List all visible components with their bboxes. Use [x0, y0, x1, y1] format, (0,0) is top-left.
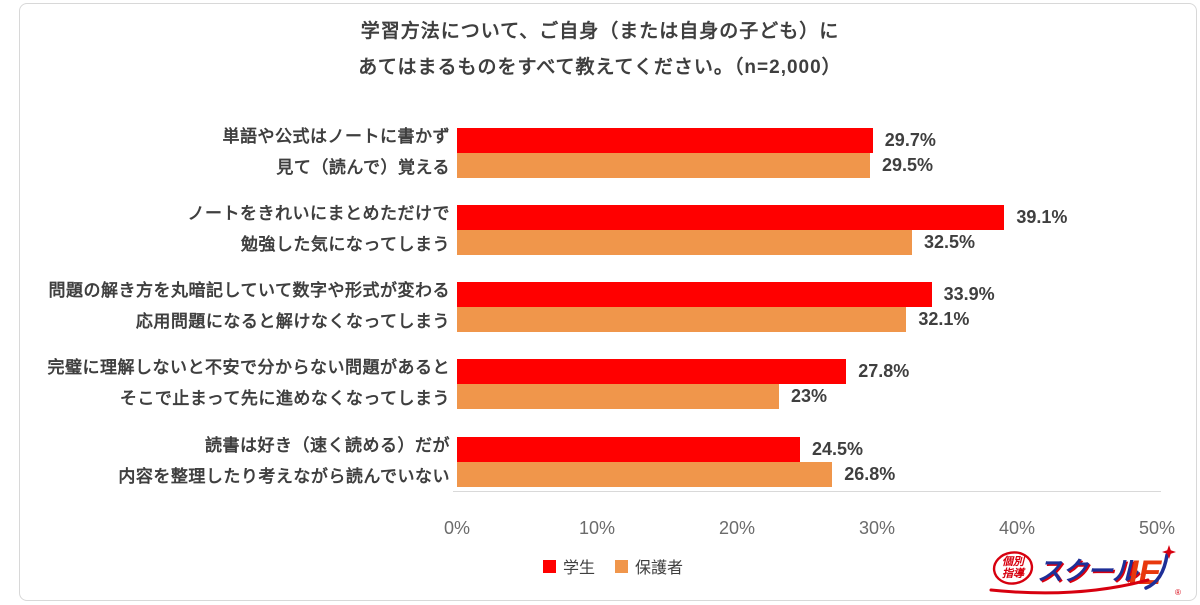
- category-label-line1: 読書は好き（速く読める）だが: [205, 436, 450, 455]
- bar-student: [457, 359, 847, 384]
- bar-value-student: 33.9%: [943, 284, 995, 304]
- category-label: 完璧に理解しないと不安で分からない問題があると そこで止まって先に進めなくなって…: [48, 352, 451, 414]
- legend-swatch-parent: [615, 559, 628, 573]
- bar-pair: 33.9% 32.1%: [457, 282, 995, 332]
- x-axis-line: [453, 491, 1161, 492]
- logo-swoosh: [989, 578, 1150, 595]
- bar-value-parent: 32.1%: [918, 309, 970, 329]
- bar-value-student: 24.5%: [812, 439, 864, 459]
- x-axis-tick: 0%: [443, 518, 470, 538]
- chart-row: 読書は好き（速く読める）だが 内容を整理したり考えながら読んでいない 24.5%…: [0, 436, 1200, 487]
- category-label-line2: 見て（読んで）覚える: [276, 158, 450, 177]
- logo-brand-text: スクール: [1037, 556, 1140, 586]
- chart-row: 単語や公式はノートに書かず 見て（読んで）覚える 29.7% 29.5%: [0, 127, 1200, 178]
- chart-row: 完璧に理解しないと不安で分からない問題があると そこで止まって先に進めなくなって…: [0, 358, 1200, 409]
- chart-title-line1: 学習方法について、ご自身（または自身の子ども）に: [360, 21, 840, 42]
- chart-title-line2: あてはまるものをすべて教えてください。（n=2,000）: [358, 57, 842, 78]
- logo-ie-text: IE: [1129, 554, 1162, 592]
- chart-title: 学習方法について、ご自身（または自身の子ども）に あてはまるものをすべて教えてく…: [0, 14, 1200, 86]
- category-label-line2: 勉強した気になってしまう: [240, 235, 450, 254]
- legend: 学生 保護者: [26, 554, 1200, 578]
- legend-swatch-student: [542, 559, 556, 573]
- legend-item-parent: 保護者: [615, 554, 683, 578]
- category-label: ノートをきれいにまとめただけで 勉強した気になってしまう: [188, 198, 451, 260]
- bar-parent: [457, 462, 833, 487]
- bar-pair: 27.8% 23%: [457, 359, 909, 409]
- bar-parent: [457, 153, 870, 178]
- logo-tagline-line1: 個別: [1002, 555, 1026, 568]
- bar-student: [457, 282, 932, 307]
- bar-pair: 24.5% 26.8%: [457, 437, 895, 487]
- x-axis-tick: 50%: [1138, 518, 1176, 538]
- category-label-line1: 問題の解き方を丸暗記していて数字や形式が変わる: [48, 281, 450, 300]
- bar-value-parent: 26.8%: [844, 464, 896, 484]
- chart-row: 問題の解き方を丸暗記していて数字や形式が変わる 応用問題になると解けなくなってし…: [0, 281, 1200, 332]
- x-axis-tick: 30%: [858, 518, 896, 538]
- logo-tagline-line2: 指導: [1002, 567, 1026, 580]
- category-label: 単語や公式はノートに書かず 見て（読んで）覚える: [223, 121, 451, 183]
- category-label-line2: そこで止まって先に進めなくなってしまう: [119, 389, 450, 408]
- x-axis-tick: 10%: [578, 518, 616, 538]
- bar-value-parent: 32.5%: [924, 232, 976, 252]
- category-label: 読書は好き（速く読める）だが 内容を整理したり考えながら読んでいない: [118, 430, 450, 492]
- category-label-line1: 完璧に理解しないと不安で分からない問題があると: [47, 358, 450, 377]
- bar-value-student: 27.8%: [858, 361, 910, 381]
- category-label-line1: ノートをきれいにまとめただけで: [187, 204, 450, 223]
- legend-label-parent: 保護者: [635, 560, 684, 577]
- chart-row: ノートをきれいにまとめただけで 勉強した気になってしまう 39.1% 32.5%: [0, 204, 1200, 255]
- bar-pair: 39.1% 32.5%: [457, 205, 1067, 255]
- bar-value-student: 39.1%: [1016, 207, 1068, 227]
- school-ie-logo-graphic: 個別 指導 スクール IE ®: [989, 545, 1181, 597]
- x-axis-tick: 40%: [998, 518, 1036, 538]
- logo-registered-mark: ®: [1175, 588, 1181, 597]
- bar-pair: 29.7% 29.5%: [457, 128, 936, 178]
- bar-student: [457, 205, 1005, 230]
- bar-parent: [457, 384, 779, 409]
- x-axis-tick: 20%: [718, 518, 756, 538]
- bar-value-parent: 29.5%: [882, 155, 934, 175]
- bar-student: [457, 437, 800, 462]
- category-label-line2: 内容を整理したり考えながら読んでいない: [118, 467, 450, 486]
- logo-star-icon: [1162, 545, 1176, 559]
- bar-value-parent: 23%: [791, 386, 828, 406]
- logo-oval: [992, 551, 1034, 585]
- bar-parent: [457, 307, 907, 332]
- category-label-line1: 単語や公式はノートに書かず: [222, 127, 450, 146]
- bar-parent: [457, 230, 912, 255]
- bar-student: [457, 128, 873, 153]
- school-ie-logo: 個別 指導 スクール IE ®: [983, 543, 1188, 599]
- legend-label-student: 学生: [562, 560, 595, 577]
- bar-value-student: 29.7%: [884, 130, 936, 150]
- category-label: 問題の解き方を丸暗記していて数字や形式が変わる 応用問題になると解けなくなってし…: [49, 275, 450, 337]
- category-label-line2: 応用問題になると解けなくなってしまう: [135, 312, 450, 331]
- logo-j-flick: [1144, 553, 1169, 590]
- legend-item-student: 学生: [542, 554, 595, 578]
